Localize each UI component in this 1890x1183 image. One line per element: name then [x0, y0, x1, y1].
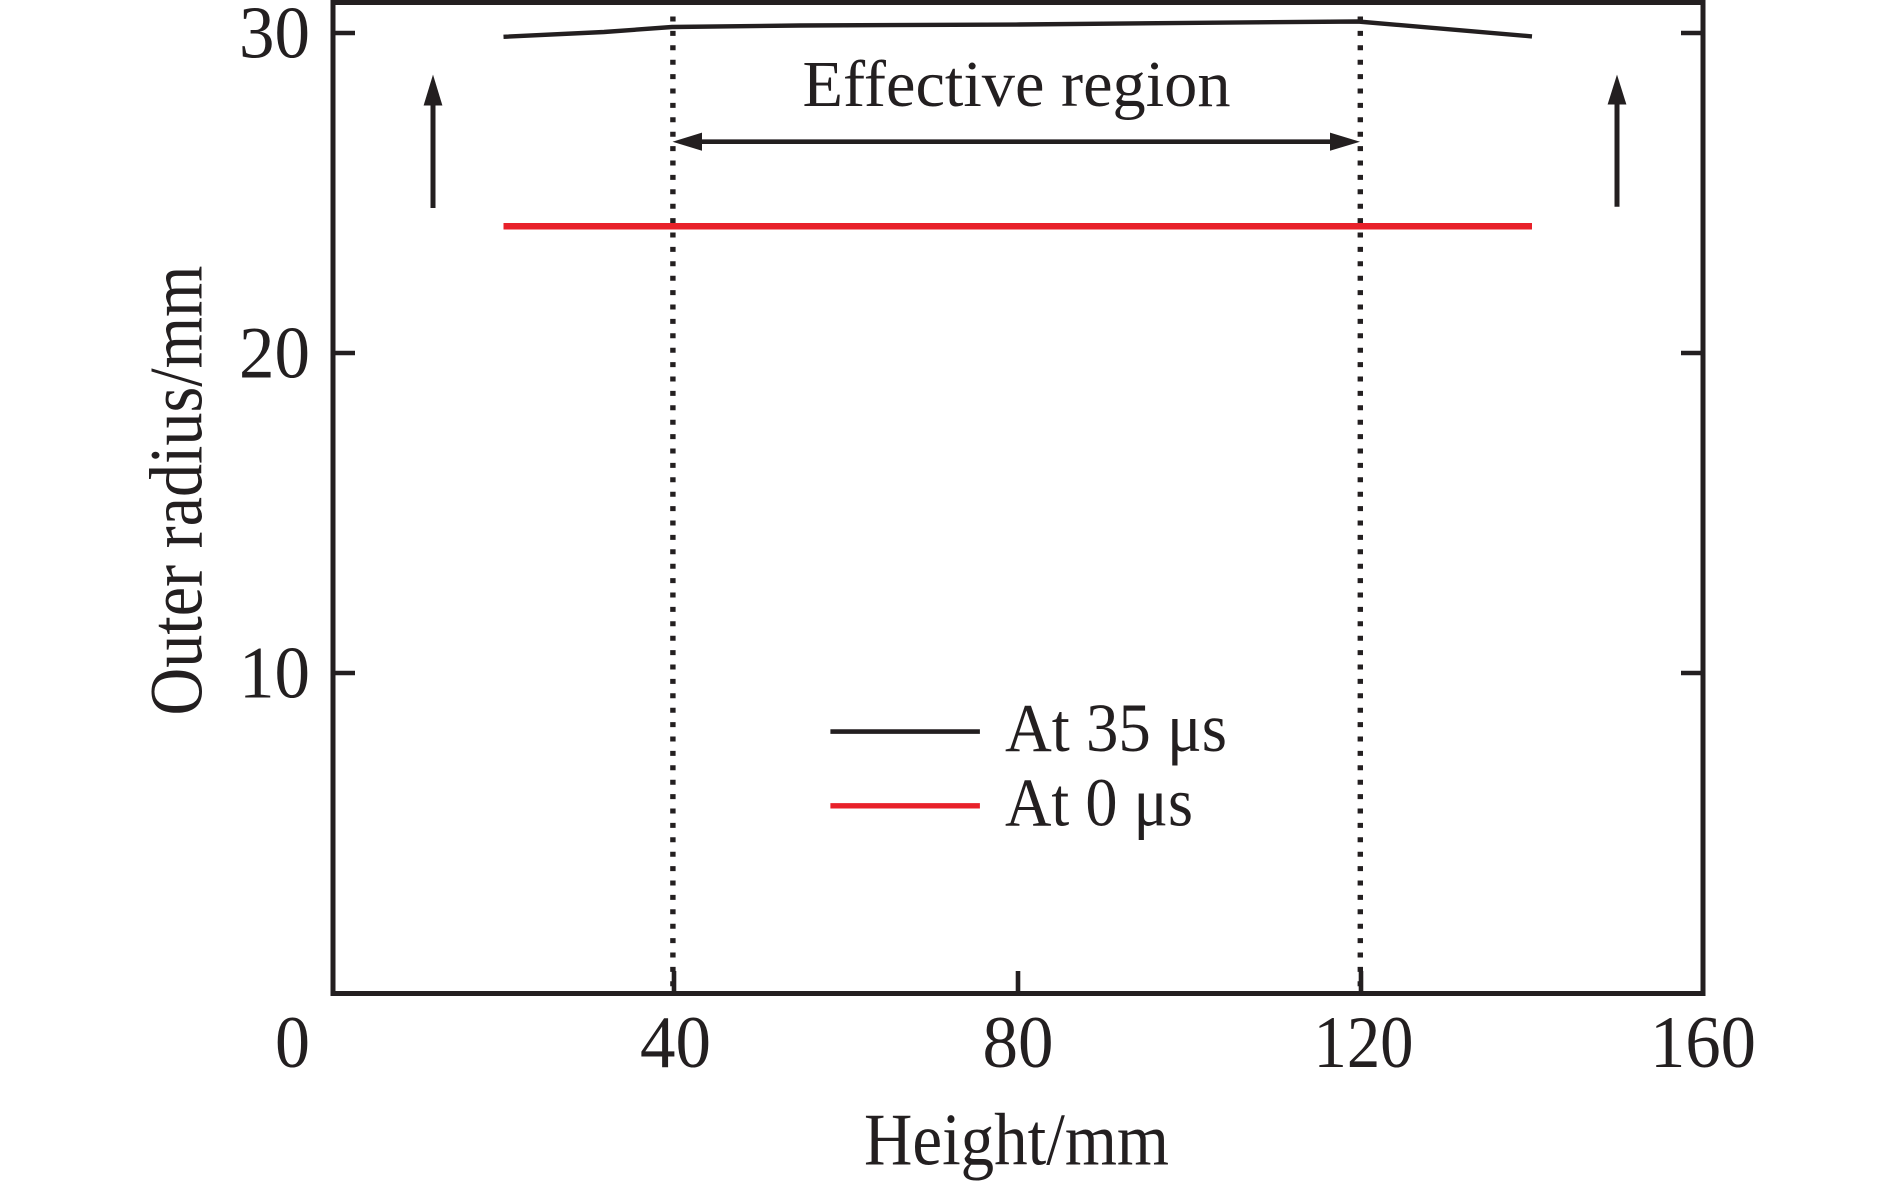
- svg-text:10: 10: [239, 633, 310, 715]
- svg-text:20: 20: [239, 313, 310, 395]
- svg-text:Effective region: Effective region: [803, 48, 1231, 121]
- svg-text:160: 160: [1650, 1002, 1756, 1084]
- svg-text:Outer radius/mm: Outer radius/mm: [136, 266, 219, 716]
- svg-text:At 0 μs: At 0 μs: [1005, 765, 1193, 841]
- svg-text:30: 30: [239, 0, 310, 75]
- svg-text:Height/mm: Height/mm: [864, 1100, 1169, 1182]
- svg-text:120: 120: [1314, 1002, 1414, 1084]
- svg-text:80: 80: [983, 1002, 1054, 1084]
- svg-text:0: 0: [275, 1002, 310, 1084]
- svg-text:40: 40: [640, 1002, 711, 1084]
- svg-text:At 35 μs: At 35 μs: [1005, 690, 1227, 766]
